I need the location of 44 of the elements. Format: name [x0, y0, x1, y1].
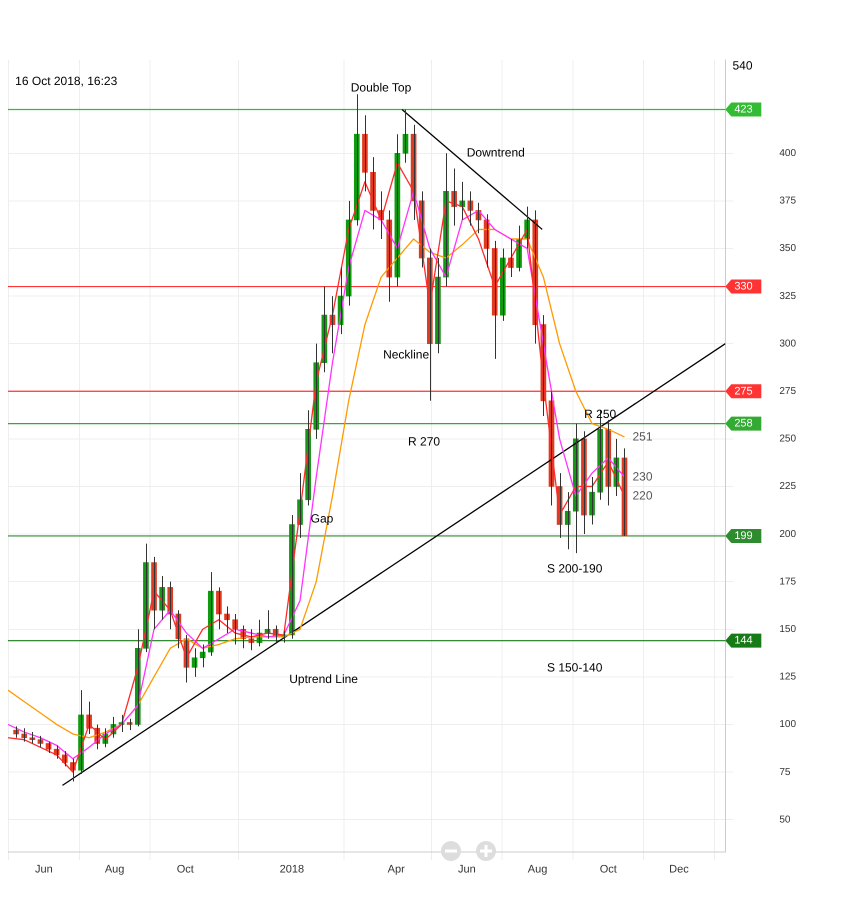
- annotation: S 150-140: [546, 660, 603, 674]
- annotation: S 200-190: [546, 561, 603, 576]
- annotation: 16 Oct 2018, 16:23: [15, 74, 118, 88]
- x-tick-label: Apr: [388, 864, 406, 876]
- y-tick-label: 75: [779, 766, 791, 778]
- x-tick-label: Oct: [176, 864, 194, 876]
- annotation: R 270: [408, 434, 440, 449]
- annotation: 230: [632, 469, 653, 484]
- x-tick-label: Aug: [528, 864, 548, 876]
- y-tick-label: 250: [779, 434, 796, 445]
- y-tick-label: 350: [779, 243, 796, 254]
- y-tick-label: 375: [779, 196, 796, 207]
- y-tick-label: 325: [779, 290, 796, 302]
- ref-line-label: 275: [734, 385, 753, 398]
- ref-line-label: 330: [734, 280, 753, 293]
- y-tick-label: 400: [779, 148, 796, 160]
- candlestick: [126, 718, 133, 731]
- text: 540: [732, 58, 753, 72]
- x-tick-label: Jun: [458, 864, 476, 876]
- y-tick-label: 175: [779, 576, 796, 588]
- annotation: 251: [632, 429, 653, 444]
- x-tick-label: 2018: [280, 864, 304, 876]
- ref-line-label: 258: [734, 418, 753, 430]
- annotation: Double Top: [350, 80, 412, 95]
- y-tick-label: 125: [779, 672, 796, 683]
- ref-line-label: 199: [734, 530, 753, 542]
- y-tick-label: 300: [779, 338, 796, 350]
- x-tick-label: Oct: [600, 864, 617, 876]
- candlestick: [224, 606, 230, 634]
- annotation: Uptrend Line: [289, 672, 358, 686]
- annotation: Neckline: [383, 347, 430, 362]
- y-tick-label: 225: [779, 481, 796, 492]
- ref-line-label: 144: [734, 634, 753, 647]
- x-tick-label: Dec: [669, 864, 690, 876]
- x-tick-label: Aug: [104, 864, 124, 876]
- y-tick-label: 100: [779, 719, 796, 730]
- y-tick-label: 200: [779, 528, 796, 540]
- annotation: 220: [632, 488, 653, 502]
- annotation: Downtrend: [466, 145, 525, 160]
- y-tick-label: 150: [779, 624, 796, 635]
- x-tick-label: Jun: [35, 864, 53, 876]
- y-tick-label: 50: [779, 814, 791, 826]
- y-tick-label: 275: [779, 386, 796, 398]
- ref-line-label: 423: [734, 104, 753, 116]
